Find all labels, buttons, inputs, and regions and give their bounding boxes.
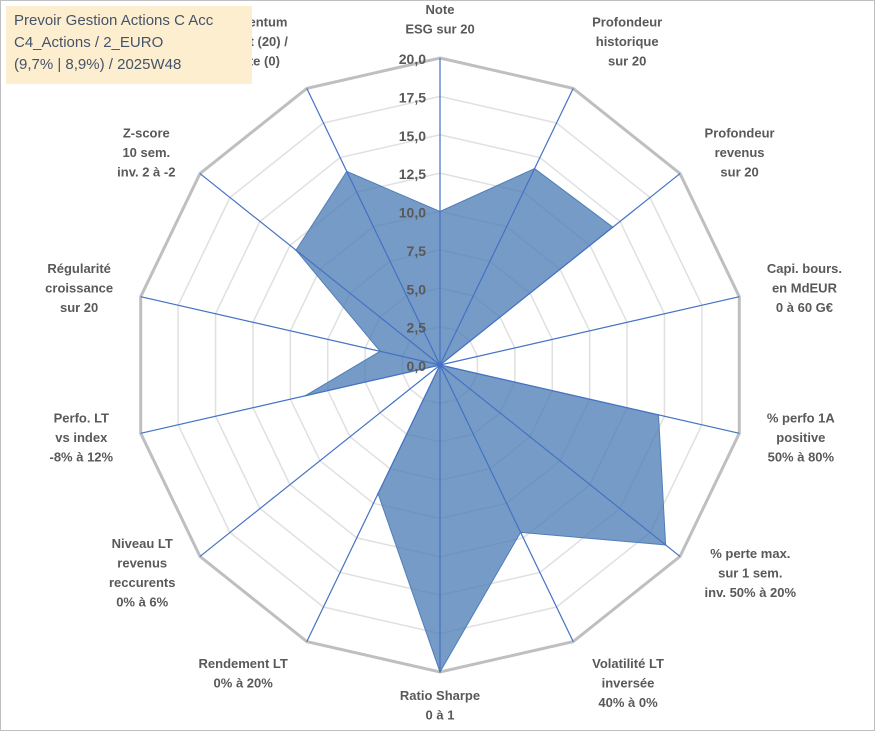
axis-label-8: Rendement LT 0% à 20% xyxy=(199,656,288,691)
axis-label-9: Niveau LT revenus reccurents 0% à 6% xyxy=(109,536,175,610)
axis-label-9-line-2: reccurents xyxy=(109,575,175,590)
axis-label-10: Perfo. LT vs index -8% à 12% xyxy=(50,411,114,465)
axis-spoke-9 xyxy=(199,364,441,557)
axis-label-2-line-0: Profondeur xyxy=(705,126,775,141)
axis-spoke-6 xyxy=(439,364,574,642)
axis-label-9-line-1: revenus xyxy=(117,556,167,571)
axis-label-3-line-2: 0 à 60 G€ xyxy=(776,300,833,315)
axis-label-7-line-0: Ratio Sharpe xyxy=(400,688,480,703)
axis-label-4-line-2: 50% à 80% xyxy=(768,450,835,465)
axis-label-12-line-0: Z-score xyxy=(123,126,170,141)
chart-title-line-2: C4_Actions / 2_EURO xyxy=(14,34,164,51)
axis-label-4-line-0: % perfo 1A xyxy=(767,411,836,426)
tick-label-5: 12,5 xyxy=(399,166,426,182)
axis-label-12-line-1: 10 sem. xyxy=(122,145,170,160)
axis-label-5: % perte max. sur 1 sem. inv. 50% à 20% xyxy=(705,546,797,600)
axis-label-12-line-2: inv. 2 à -2 xyxy=(117,165,175,180)
chart-title-box: Prevoir Gestion Actions C Acc C4_Actions… xyxy=(6,6,252,84)
axis-label-4-line-1: positive xyxy=(776,430,825,445)
axis-label-7: Ratio Sharpe 0 à 1 xyxy=(400,688,480,723)
axis-label-5-line-1: sur 1 sem. xyxy=(718,565,782,580)
tick-layer: 0,0 2,5 5,0 7,5 10,0 12,5 15,0 17,5 20,0 xyxy=(399,51,426,374)
axis-label-3: Capi. bours. en MdEUR 0 à 60 G€ xyxy=(767,261,842,315)
axis-label-9-line-0: Niveau LT xyxy=(112,536,173,551)
axis-spoke-8 xyxy=(306,364,441,642)
axis-label-11-line-1: croissance xyxy=(45,280,113,295)
axis-label-0: Note ESG sur 20 xyxy=(405,2,474,37)
axis-label-6-line-2: 40% à 0% xyxy=(598,695,658,710)
axis-label-12: Z-score 10 sem. inv. 2 à -2 xyxy=(117,126,175,180)
series-layer xyxy=(295,167,667,674)
axis-label-1-line-1: historique xyxy=(596,34,659,49)
axis-label-8-line-0: Rendement LT xyxy=(199,656,288,671)
axis-label-5-line-2: inv. 50% à 20% xyxy=(705,585,797,600)
axis-label-1-line-2: sur 20 xyxy=(608,53,646,68)
axis-label-10-line-0: Perfo. LT xyxy=(54,411,109,426)
axis-label-4: % perfo 1A positive 50% à 80% xyxy=(767,411,836,465)
tick-label-2: 5,0 xyxy=(407,281,427,297)
axis-label-6-line-1: inversée xyxy=(602,676,655,691)
axis-label-0-line-1: ESG sur 20 xyxy=(405,22,474,37)
axis-label-10-line-2: -8% à 12% xyxy=(50,450,114,465)
axis-label-1: Profondeur historique sur 20 xyxy=(592,14,662,68)
tick-label-8: 20,0 xyxy=(399,51,426,67)
axis-spoke-4 xyxy=(439,364,740,434)
axis-label-10-line-1: vs index xyxy=(55,430,108,445)
axis-label-0-line-0: Note xyxy=(426,2,455,17)
axis-spoke-2 xyxy=(439,173,681,366)
axis-label-3-line-0: Capi. bours. xyxy=(767,261,842,276)
tick-label-3: 7,5 xyxy=(407,243,427,259)
tick-label-0: 0,0 xyxy=(407,358,427,374)
chart-title-line-1: Prevoir Gestion Actions C Acc xyxy=(14,12,214,29)
axis-spoke-1 xyxy=(439,88,574,366)
axis-label-11: Régularité croissance sur 20 xyxy=(45,261,113,315)
series-area-0 xyxy=(295,168,667,674)
axis-spoke-11 xyxy=(140,296,441,366)
axis-label-layer: Note ESG sur 20 Profondeur historique sur 20… xyxy=(45,2,842,723)
axis-label-6-line-0: Volatilité LT xyxy=(592,656,664,671)
tick-label-7: 17,5 xyxy=(399,89,426,105)
axis-spoke-10 xyxy=(140,364,441,434)
spoke-layer xyxy=(140,58,740,672)
axis-label-8-line-1: 0% à 20% xyxy=(214,676,274,691)
axis-label-2-line-1: revenus xyxy=(715,145,765,160)
axis-label-3-line-1: en MdEUR xyxy=(772,280,838,295)
axis-label-1-line-0: Profondeur xyxy=(592,14,662,29)
axis-label-7-line-1: 0 à 1 xyxy=(426,708,455,723)
axis-label-5-line-0: % perte max. xyxy=(710,546,790,561)
chart-title-line-3: (9,7% | 8,9%) / 2025W48 xyxy=(14,56,182,73)
axis-spoke-12 xyxy=(199,173,441,366)
axis-label-9-line-3: 0% à 6% xyxy=(116,595,168,610)
tick-label-6: 15,0 xyxy=(399,128,426,144)
tick-label-4: 10,0 xyxy=(399,205,426,221)
axis-label-11-line-0: Régularité xyxy=(47,261,111,276)
axis-label-2-line-2: sur 20 xyxy=(720,165,758,180)
axis-spoke-13 xyxy=(306,88,441,366)
axis-label-2: Profondeur revenus sur 20 xyxy=(705,126,775,180)
axis-label-11-line-2: sur 20 xyxy=(60,300,98,315)
tick-label-1: 2,5 xyxy=(407,320,427,336)
axis-spoke-3 xyxy=(439,296,740,366)
axis-label-6: Volatilité LT inversée 40% à 0% xyxy=(592,656,664,710)
axis-spoke-5 xyxy=(439,364,681,557)
